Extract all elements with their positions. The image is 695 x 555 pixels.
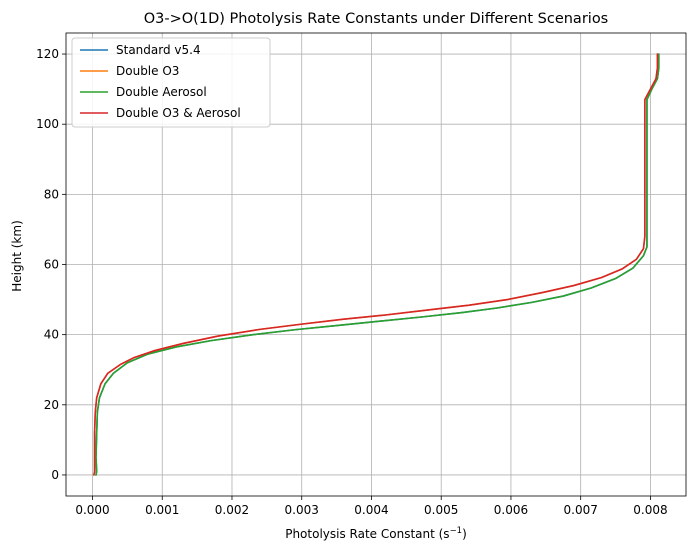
x-tick-label: 0.006 [494,503,528,517]
series-line-3 [95,53,660,476]
x-tick-label: 0.003 [285,503,319,517]
x-tick-label: 0.001 [145,503,179,517]
x-axis-ticks: 0.000 0.001 0.002 0.003 0.004 0.005 0.006 0.007… [75,496,668,517]
x-axis-label-superscript: −1 [450,526,463,536]
x-tick-label: 0.007 [564,503,598,517]
legend-label: Double O3 [116,64,179,78]
x-tick-label: 0.004 [354,503,388,517]
series-line-4 [93,53,659,476]
legend-box [71,37,271,128]
y-axis-ticks: 0 20 40 60 80 100 120 [36,47,66,482]
y-tick-label: 100 [36,117,59,131]
y-axis-label: Height (km) [10,220,24,291]
x-tick-label: 0.002 [215,503,249,517]
x-tick-label: 0.005 [424,503,458,517]
legend-label: Double Aerosol [116,85,207,99]
y-tick-label: 60 [44,258,59,272]
y-tick-label: 120 [36,47,59,61]
x-axis-label-main: Photolysis Rate Constant (s [285,527,449,541]
legend-label: Standard v5.4 [116,43,201,57]
legend: Standard v5.4 Double O3 Double Aerosol Doub… [71,37,271,128]
chart-title: O3->O(1D) Photolysis Rate Constants unde… [144,11,609,27]
y-tick-label: 80 [44,187,59,201]
x-axis-label: Photolysis Rate Constant (s−1) [285,526,467,541]
x-axis-label-close: ) [462,527,467,541]
y-tick-label: 20 [44,398,59,412]
series-lines [93,53,660,476]
y-tick-label: 40 [44,328,59,342]
legend-label: Double O3 & Aerosol [116,106,241,120]
y-tick-label: 0 [51,468,59,482]
x-tick-label: 0.000 [75,503,109,517]
x-tick-label: 0.008 [633,503,667,517]
